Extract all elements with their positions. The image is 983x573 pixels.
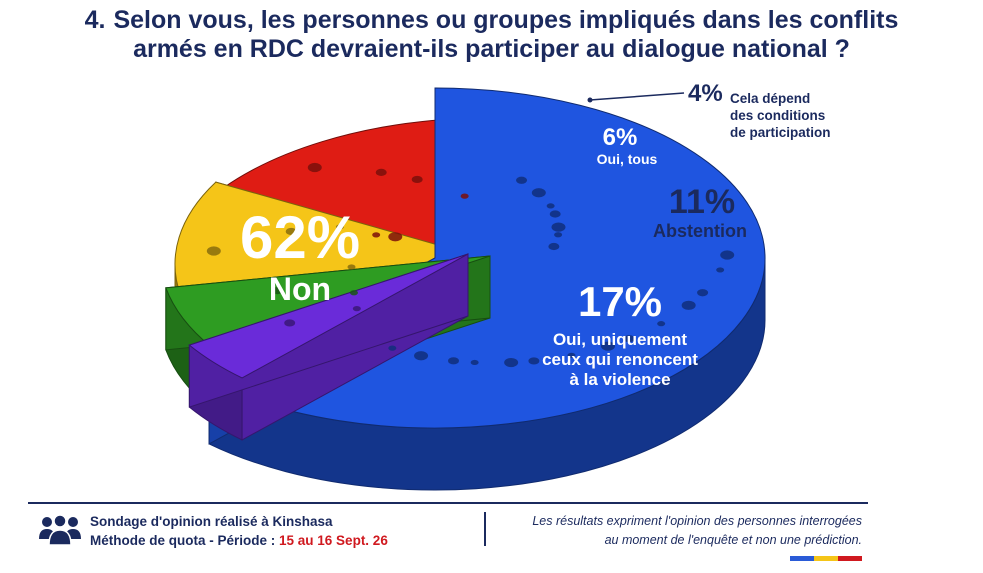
- chart-title-line-1: 4. Selon vous, les personnes ou groupes i…: [0, 6, 983, 35]
- cheese-hole: [307, 162, 322, 173]
- survey-method: Méthode de quota - Période : 15 au 16 Se…: [90, 531, 388, 550]
- cheese-hole: [516, 176, 528, 184]
- cheese-hole: [716, 267, 725, 273]
- cheese-hole: [601, 341, 616, 351]
- cheese-hole: [531, 188, 546, 198]
- flag-color-bar: [790, 556, 862, 561]
- label-abstention: 11%Abstention: [653, 183, 747, 241]
- cheese-hole: [548, 242, 560, 251]
- cheese-hole: [470, 359, 479, 366]
- question-number: 4.: [84, 6, 106, 34]
- slice-category-oui_renoncent-line-1: Oui, uniquement: [553, 330, 687, 349]
- slice-category-abstention-line-1: Abstention: [653, 221, 747, 241]
- pie-labels: 62%Non 4% Cela dépend des conditions de part…: [240, 80, 831, 389]
- cheese-hole: [623, 335, 635, 343]
- slice-value-non: 62%: [240, 204, 360, 271]
- cheese-hole: [372, 232, 381, 238]
- leader-dot-conditions: [587, 97, 593, 103]
- cheese-hole: [388, 232, 403, 242]
- survey-period: 15 au 16 Sept. 26: [279, 533, 388, 548]
- survey-info: Sondage d'opinion réalisé à Kinshasa Mét…: [38, 512, 388, 551]
- cheese-hole: [206, 246, 221, 256]
- cheese-hole: [720, 250, 735, 260]
- slice-top-conditions: [188, 253, 469, 379]
- label-conditions: 4% Cela dépend des conditions de participat…: [587, 80, 831, 140]
- pie-slices: [165, 87, 766, 491]
- label-oui_tous: 6%Oui, tous: [597, 124, 658, 167]
- chart-title-text-1: Selon vous, les personnes ou groupes imp…: [113, 6, 899, 34]
- cheese-hole: [352, 306, 361, 312]
- slice-value-conditions: 4%: [688, 80, 723, 107]
- survey-method-prefix: Méthode de quota - Période :: [90, 533, 280, 548]
- cheese-holes: [206, 162, 735, 368]
- cheese-hole: [347, 264, 356, 270]
- disclaimer: Les résultats expriment l'opinion des pe…: [500, 512, 862, 550]
- slice-value-oui_tous: 6%: [603, 124, 638, 151]
- slice-category-oui_renoncent-line-3: à la violence: [569, 370, 670, 389]
- footer-divider: [484, 512, 486, 546]
- chart-title-line-2: armés en RDC devraient-ils participer au…: [133, 35, 850, 63]
- flag-stripe-yellow: [814, 556, 838, 561]
- cheese-hole: [546, 203, 555, 209]
- cheese-hole: [335, 224, 344, 230]
- slice-category-conditions-line-2: des conditions: [730, 108, 825, 123]
- cheese-hole: [349, 290, 358, 296]
- slice-category-conditions-line-1: Cela dépend: [730, 91, 810, 106]
- cheese-hole: [697, 289, 709, 297]
- cheese-hole: [504, 357, 519, 368]
- cheese-hole: [414, 351, 429, 361]
- cheese-hole: [285, 227, 297, 236]
- cheese-hole: [681, 300, 696, 310]
- cheese-hole: [657, 321, 666, 327]
- cheese-hole: [551, 222, 566, 232]
- cheese-hole: [460, 193, 469, 199]
- cheese-hole: [388, 345, 397, 351]
- slice-category-oui_tous-line-1: Oui, tous: [597, 151, 658, 167]
- cheese-hole: [284, 319, 296, 327]
- cheese-hole: [554, 232, 563, 238]
- cheese-hole: [567, 352, 576, 358]
- slice-value-abstention: 11%: [669, 183, 735, 221]
- survey-location: Sondage d'opinion réalisé à Kinshasa: [90, 514, 333, 529]
- slice-conditions: [188, 253, 469, 441]
- disclaimer-line-1: Les résultats expriment l'opinion des pe…: [532, 514, 862, 528]
- cheese-hole: [448, 357, 460, 365]
- cheese-hole: [528, 357, 540, 365]
- slice-category-oui_renoncent-line-2: ceux qui renoncent: [542, 350, 698, 369]
- cheese-hole: [271, 286, 283, 295]
- slice-category-non-line-1: Non: [269, 271, 331, 307]
- flag-stripe-red: [838, 556, 862, 561]
- people-group-icon: [39, 514, 81, 546]
- pie-chart: 62%Non 4% Cela dépend des conditions de part…: [165, 80, 831, 491]
- slice-category-conditions-line-3: de participation: [730, 125, 831, 140]
- flag-stripe-blue: [790, 556, 814, 561]
- cheese-hole: [411, 175, 423, 184]
- slice-value-oui_renoncent: 17%: [578, 278, 662, 325]
- label-non: 62%Non: [240, 204, 360, 307]
- footer-rule: [28, 502, 868, 504]
- cheese-hole: [549, 210, 561, 218]
- cheese-hole: [375, 168, 387, 176]
- leader-line-conditions: [589, 92, 685, 101]
- disclaimer-line-2: au moment de l'enquête et non une prédic…: [604, 533, 862, 547]
- chart-title: 4. Selon vous, les personnes ou groupes i…: [0, 6, 983, 64]
